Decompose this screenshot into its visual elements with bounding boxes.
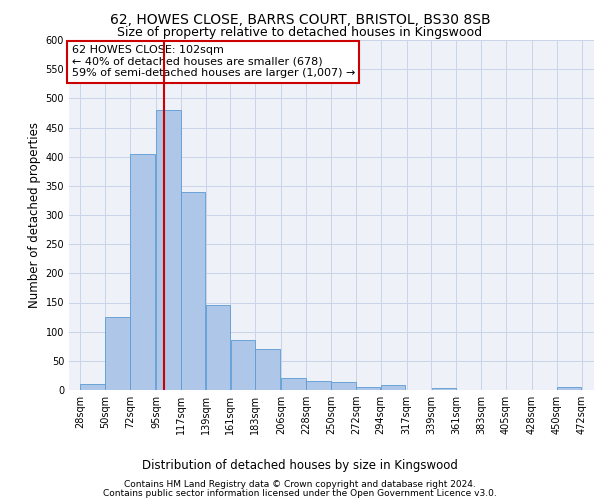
Text: Contains HM Land Registry data © Crown copyright and database right 2024.: Contains HM Land Registry data © Crown c… [124,480,476,489]
Text: 62, HOWES CLOSE, BARRS COURT, BRISTOL, BS30 8SB: 62, HOWES CLOSE, BARRS COURT, BRISTOL, B… [110,12,490,26]
Text: Contains public sector information licensed under the Open Government Licence v3: Contains public sector information licen… [103,488,497,498]
Bar [431,388,456,390]
Bar [181,192,205,390]
Bar [281,378,306,390]
Bar [356,387,380,390]
Bar [331,382,356,390]
Bar [256,349,280,390]
Bar [557,387,581,390]
Bar [80,384,105,390]
Y-axis label: Number of detached properties: Number of detached properties [28,122,41,308]
Text: Size of property relative to detached houses in Kingswood: Size of property relative to detached ho… [118,26,482,39]
Bar [105,317,130,390]
Bar [230,340,255,390]
Bar [306,381,331,390]
Bar [156,110,181,390]
Bar [206,306,230,390]
Text: 62 HOWES CLOSE: 102sqm
← 40% of detached houses are smaller (678)
59% of semi-de: 62 HOWES CLOSE: 102sqm ← 40% of detached… [71,46,355,78]
Bar [130,154,155,390]
Bar [381,386,405,390]
Text: Distribution of detached houses by size in Kingswood: Distribution of detached houses by size … [142,460,458,472]
